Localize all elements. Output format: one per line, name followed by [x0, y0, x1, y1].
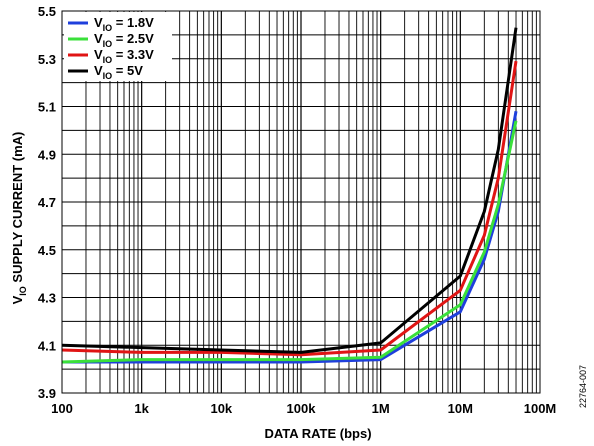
y-axis-label-rest: SUPPLY CURRENT (mA)	[10, 132, 25, 287]
plot-frame	[61, 10, 541, 394]
legend-label-main: V	[94, 31, 103, 46]
x-tick-label: 10M	[448, 401, 473, 416]
series-line-vio-2-5v	[61, 120, 518, 364]
y-axis-label: VIO SUPPLY CURRENT (mA)	[10, 132, 28, 305]
y-tick-label: 5.3	[38, 52, 56, 67]
legend-label-sub: IO	[103, 71, 113, 81]
legend-label-main: V	[94, 63, 103, 78]
legend-label-sub: IO	[103, 39, 113, 49]
x-tick-label: 1k	[134, 401, 149, 416]
legend-label-rest: = 5V	[112, 63, 143, 78]
series-line-vio-5v	[61, 27, 518, 354]
y-tick-label: 5.5	[38, 4, 56, 19]
y-axis-label-main: V	[10, 295, 25, 304]
legend-label-vio-3-3v: VIO = 3.3V	[94, 47, 154, 65]
legend-label-rest: = 2.5V	[112, 31, 154, 46]
x-tick-label: 100	[51, 401, 73, 416]
y-tick-label: 4.9	[38, 147, 56, 162]
legend-label-vio-2-5v: VIO = 2.5V	[94, 31, 154, 49]
legend-label-vio-1-8v: VIO = 1.8V	[94, 15, 154, 33]
legend-label-sub: IO	[103, 55, 113, 65]
legend-label-rest: = 3.3V	[112, 47, 154, 62]
y-tick-label: 3.9	[38, 386, 56, 401]
series-line-vio-1-8v	[62, 111, 518, 364]
y-tick-label: 5.1	[38, 100, 56, 115]
x-tick-label: 100M	[524, 401, 557, 416]
y-axis-label-sub: IO	[18, 286, 28, 296]
x-tick-label: 1M	[372, 401, 390, 416]
series-lines	[61, 27, 518, 364]
y-tick-labels: 3.9 4.1 4.3 4.5 4.7 4.9 5.1 5.3 5.5	[38, 4, 56, 401]
x-tick-label: 100k	[287, 401, 317, 416]
y-tick-label: 4.5	[38, 243, 56, 258]
x-tick-labels: 100 1k 10k 100k 1M 10M 100M	[51, 401, 556, 416]
legend-label-sub: IO	[103, 23, 113, 33]
y-tick-label: 4.3	[38, 291, 56, 306]
legend-label-main: V	[94, 47, 103, 62]
y-tick-label: 4.1	[38, 338, 56, 353]
figure-id: 22764-007	[578, 365, 588, 408]
y-tick-label: 4.7	[38, 195, 56, 210]
x-tick-label: 10k	[210, 401, 232, 416]
legend-label-main: V	[94, 15, 103, 30]
legend-label-vio-5v: VIO = 5V	[94, 63, 143, 81]
x-axis-label: DATA RATE (bps)	[264, 426, 371, 441]
series-line-vio-3-3v	[61, 60, 518, 357]
legend-label-rest: = 1.8V	[112, 15, 154, 30]
